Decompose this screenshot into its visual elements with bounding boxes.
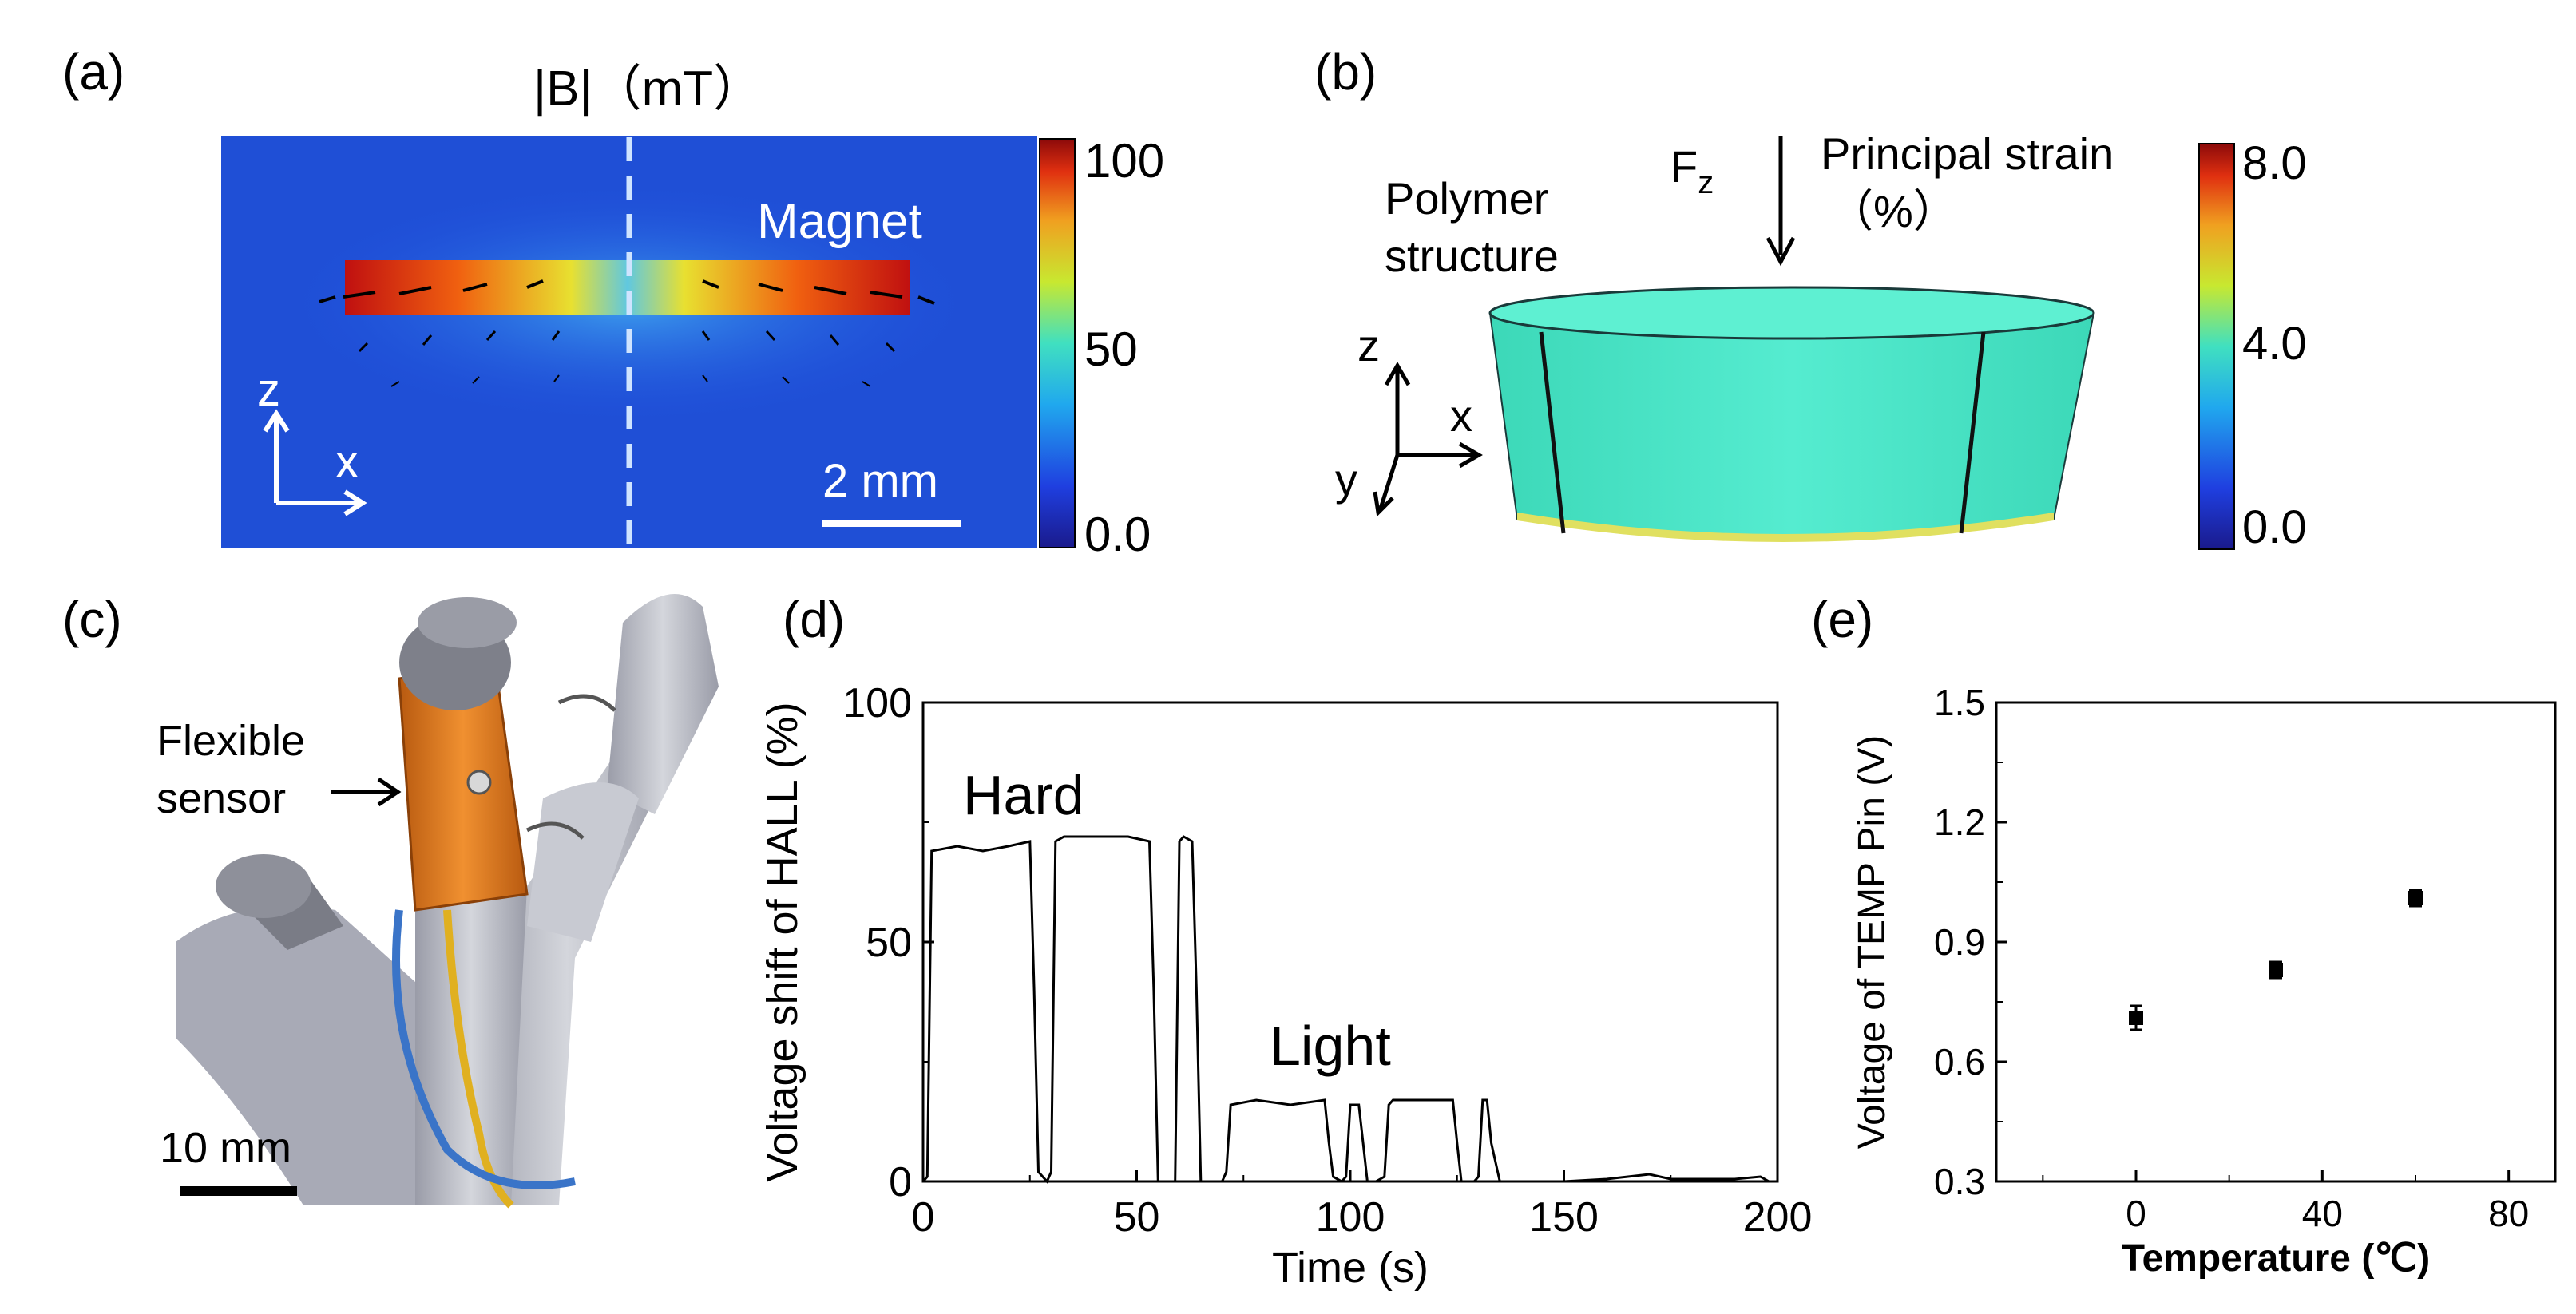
colorbar-b-tick-max: 8.0: [2242, 137, 2307, 189]
sensor-chip: [466, 770, 492, 795]
cylinder-side: [1488, 312, 2095, 540]
magnet-label: Magnet: [757, 194, 922, 249]
series-line-hall: [921, 835, 1777, 1184]
annotation-hard: Hard: [963, 764, 1084, 826]
axis-x-label-b: x: [1450, 390, 1472, 441]
axis-z-label-b: z: [1357, 320, 1380, 370]
data-point: [2129, 1011, 2143, 1025]
y-tick-label: 50: [866, 920, 912, 966]
y-tick-label: 0: [889, 1159, 912, 1205]
x-tick-label: 200: [1743, 1194, 1813, 1241]
panel-b-label: (b): [1314, 43, 1377, 101]
y-axis-label: Voltage of TEMP Pin (V): [1851, 735, 1893, 1149]
colorbar-a-tick-mid: 50: [1084, 323, 1138, 376]
panel-e: (e) 0 40 80 0.3 0.6 0.9 1.2 1.5 Temperature (℃) V…: [1811, 591, 2557, 1280]
panel-b: (b) Polymer structure Fz Principal strai…: [1314, 43, 2307, 553]
robotic-hand-photo: [172, 575, 720, 1209]
x-tick-label: 150: [1529, 1194, 1599, 1241]
scalebar-label-a: 2 mm: [822, 455, 938, 507]
axis-x-label-a: x: [335, 436, 359, 488]
x-tick-label: 100: [1316, 1194, 1385, 1241]
y-axis-label: Voltage shift of HALL (%): [759, 702, 806, 1181]
colorbar-b: [2198, 143, 2235, 550]
wire-blue: [392, 909, 576, 1189]
colorbar-a-tick-max: 100: [1084, 134, 1164, 188]
cylinder-seam-right: [1959, 331, 1986, 534]
y-tick-label: 1.2: [1934, 801, 1985, 843]
coordinate-axes-a: [263, 409, 367, 516]
panel-a-title: |B|（mT）: [533, 61, 763, 117]
chart-e: 0 40 80 0.3 0.6 0.9 1.2 1.5 Temperature (℃) Volta…: [1851, 682, 2557, 1280]
cylinder-seam-left: [1539, 331, 1566, 534]
force-arrowhead: [1766, 236, 1796, 267]
x-tick-label: 50: [1114, 1194, 1160, 1241]
panel-c: (c) Flexible sensor 10 mm: [62, 575, 720, 1209]
force-label: Fz: [1670, 141, 1714, 200]
field-arrows: [319, 279, 935, 387]
x-tick-label: 0: [912, 1194, 935, 1241]
colorbar-a-tick-min: 0.0: [1084, 508, 1151, 561]
y-tick-label: 1.5: [1934, 682, 1985, 723]
y-tick-label: 100: [842, 680, 912, 726]
strain-title-line2: （%）: [1829, 186, 1958, 236]
panel-a: (a) |B|（mT） Magnet: [62, 43, 1164, 561]
data-point: [2408, 891, 2423, 905]
polymer-label-line1: Polymer: [1385, 173, 1548, 224]
axis-z-label-a: z: [257, 364, 280, 416]
panel-c-label: (c): [62, 591, 122, 648]
colorbar-b-tick-min: 0.0: [2242, 501, 2307, 553]
polymer-label-line2: structure: [1385, 231, 1559, 281]
cylinder-bottom-strain: [1517, 513, 2054, 542]
panel-e-label: (e): [1811, 591, 1873, 648]
x-axis-label: Temperature (℃): [2122, 1237, 2430, 1280]
panel-a-label: (a): [62, 43, 125, 101]
data-point: [2269, 963, 2283, 977]
x-tick-label: 80: [2488, 1193, 2529, 1234]
panel-d-label: (d): [783, 591, 845, 648]
sensor-label-line2: sensor: [157, 774, 286, 822]
x-axis-label: Time (s): [1272, 1244, 1429, 1292]
axis-y-label-b: y: [1335, 454, 1357, 505]
y-tick-label: 0.3: [1934, 1161, 1985, 1202]
x-tick-label: 0: [2126, 1193, 2146, 1234]
coordinate-axes-b: [1373, 362, 1483, 517]
annotation-light: Light: [1270, 1015, 1391, 1077]
sensor-label-line1: Flexible: [157, 717, 305, 765]
cylinder-top: [1488, 286, 2095, 340]
colorbar-a: [1039, 138, 1076, 548]
colorbar-b-tick-mid: 4.0: [2242, 318, 2307, 370]
y-tick-label: 0.9: [1934, 921, 1985, 963]
sensor-pointer-arrowhead: [377, 777, 402, 807]
strain-title-line1: Principal strain: [1821, 129, 2114, 179]
y-tick-label: 0.6: [1934, 1041, 1985, 1082]
plot-frame: [1995, 701, 2557, 1183]
scalebar-label-c: 10 mm: [160, 1124, 291, 1172]
x-tick-label: 40: [2302, 1193, 2343, 1234]
